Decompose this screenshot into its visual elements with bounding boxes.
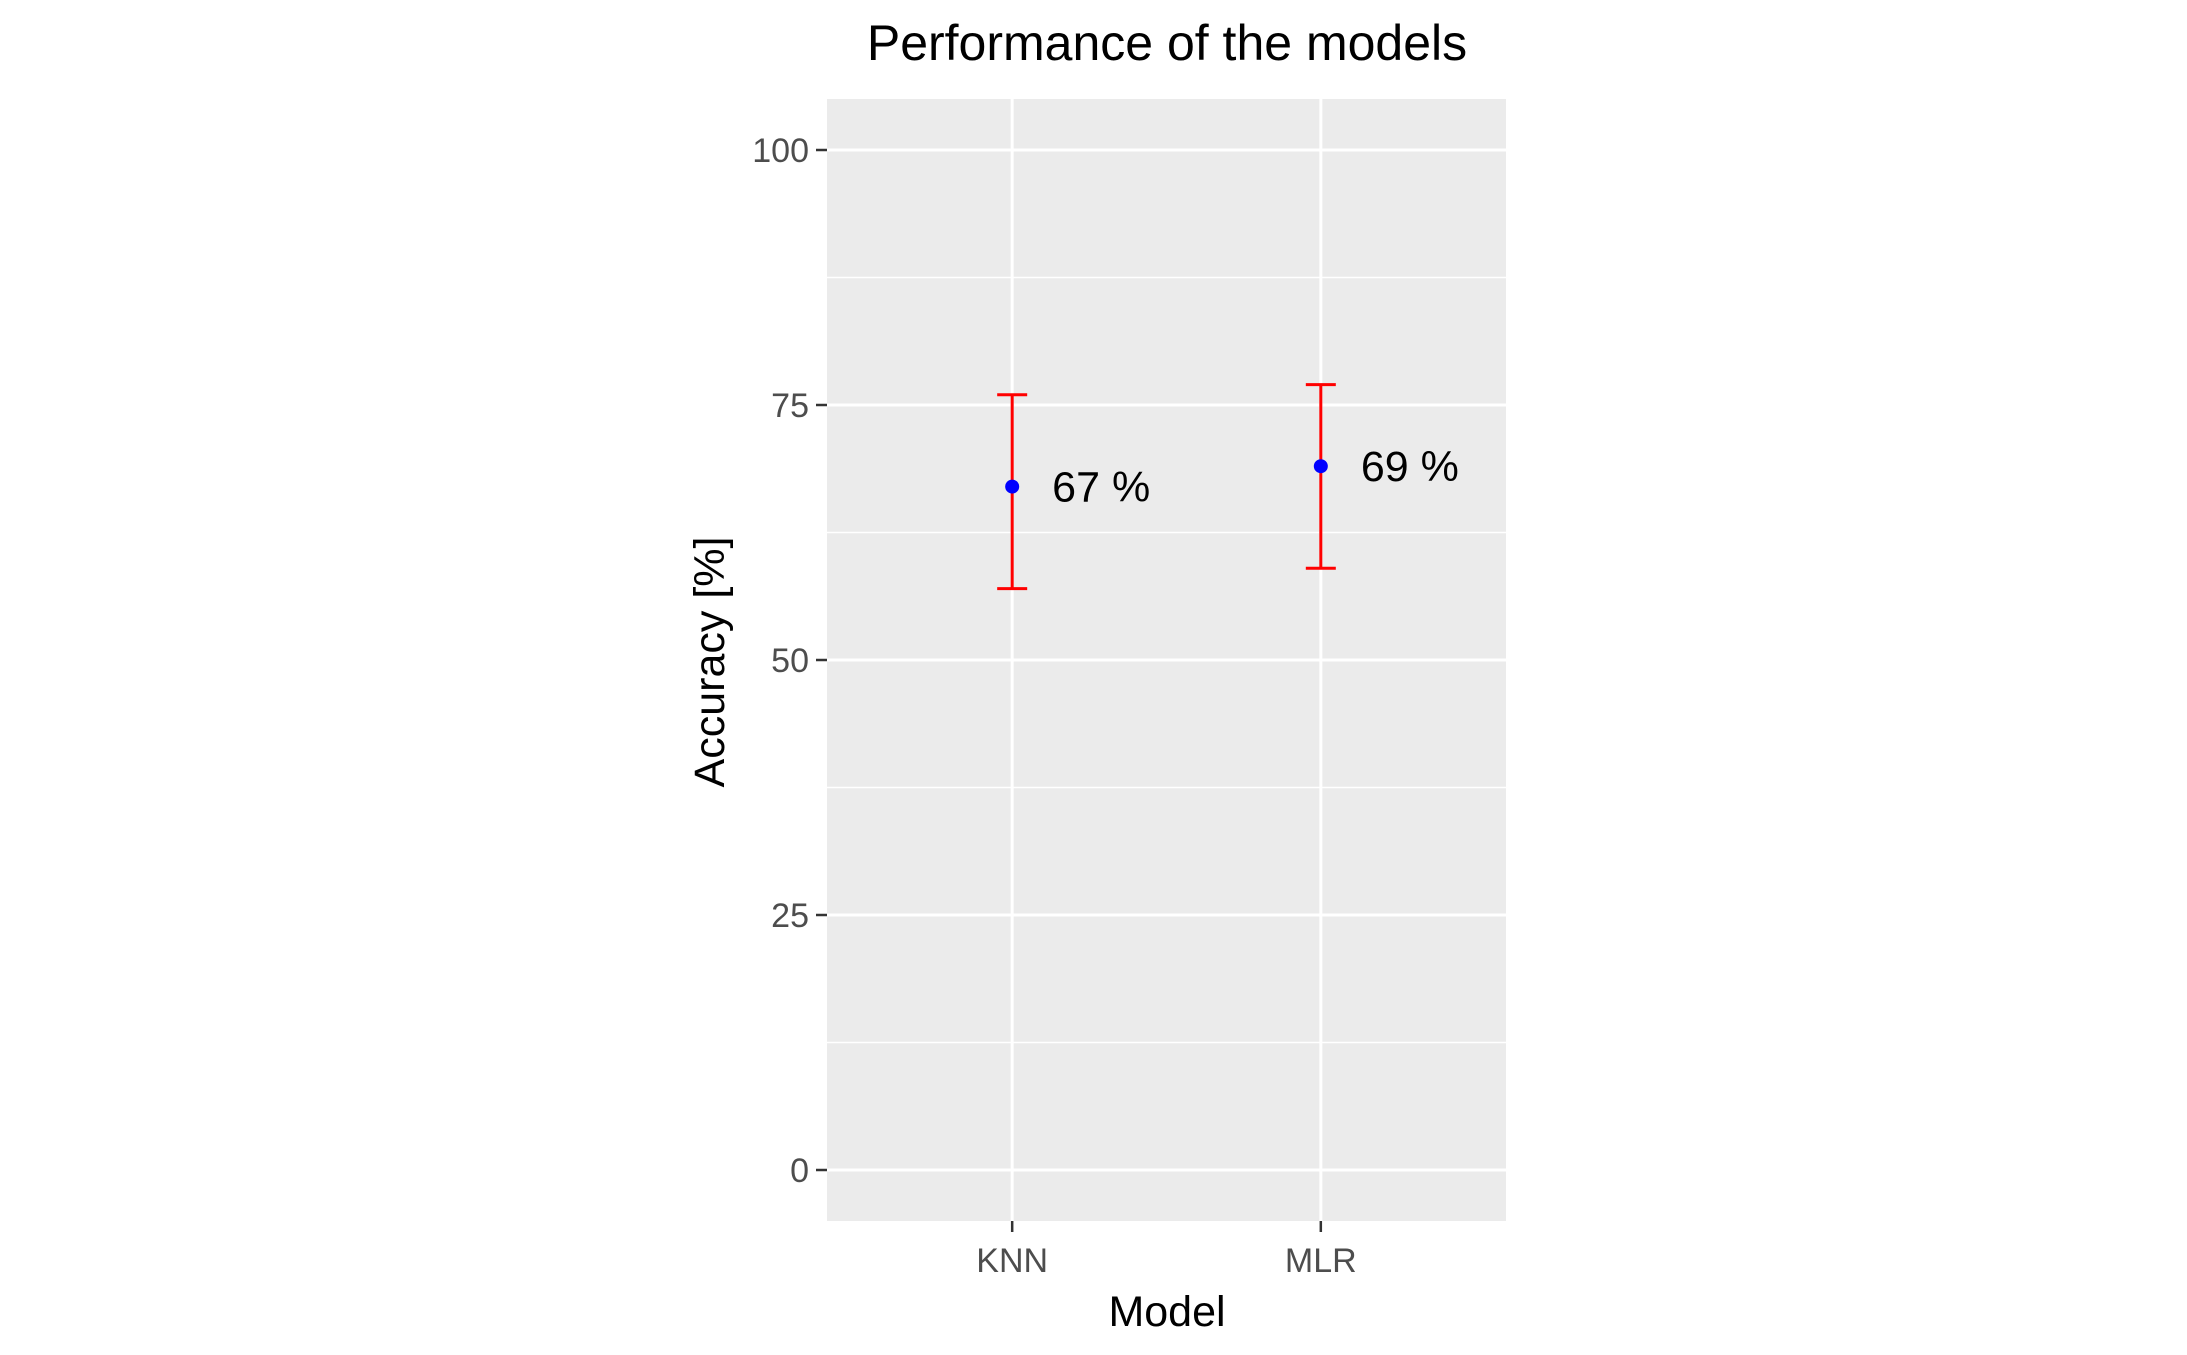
data-point [1005, 479, 1020, 494]
y-axis: 0 25 50 75 100 [752, 132, 827, 1190]
y-axis-label: Accuracy [%] [686, 537, 734, 788]
x-axis-label: Model [1108, 1288, 1225, 1336]
error-bar [1305, 383, 1336, 570]
y-tick-label: 0 [790, 1152, 809, 1190]
y-tick-label: 25 [771, 897, 809, 935]
data-label: 67 % [1052, 464, 1150, 512]
data-marks: 67 % 69 % [997, 383, 1459, 591]
y-tick-label: 50 [771, 642, 809, 680]
gridlines [827, 99, 1506, 1221]
y-tick-label: 100 [752, 132, 809, 170]
x-tick-label: MLR [1285, 1242, 1357, 1280]
x-tick-label: KNN [976, 1242, 1048, 1280]
x-axis: KNN MLR [976, 1221, 1357, 1280]
chart-title: Performance of the models [867, 15, 1467, 71]
data-point [1313, 459, 1328, 474]
data-label: 69 % [1361, 443, 1459, 491]
y-tick-label: 75 [771, 387, 809, 425]
